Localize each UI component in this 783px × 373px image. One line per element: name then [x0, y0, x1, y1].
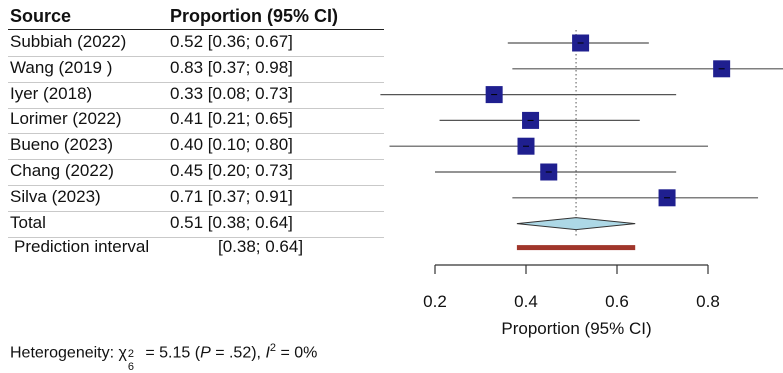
- study-source-label: Bueno (2023): [10, 135, 114, 155]
- row-divider: [8, 236, 384, 238]
- row-divider: [8, 133, 384, 135]
- row-divider: [8, 107, 384, 109]
- study-source-label: Iyer (2018): [10, 83, 93, 103]
- study-source-label: Subbiah (2022): [10, 32, 127, 51]
- prediction-interval-label: Prediction interval: [14, 236, 150, 256]
- study-ci-label: 0.83 [0.37; 0.98]: [170, 57, 293, 77]
- prediction-interval-ci-label: [0.38; 0.64]: [218, 236, 304, 256]
- row-divider: [8, 56, 384, 57]
- study-source-label: Wang (2019 ): [10, 57, 113, 77]
- study-source-label: Silva (2023): [10, 186, 101, 206]
- x-tick-label: 0.2: [423, 292, 447, 311]
- total-ci-label: 0.51 [0.38; 0.64]: [170, 212, 293, 232]
- study-ci-label: 0.33 [0.08; 0.73]: [170, 83, 293, 103]
- header-divider: [8, 29, 384, 30]
- prediction-interval-bar: [516, 245, 636, 251]
- total-label: Total: [10, 212, 46, 232]
- source-column-header: Source: [10, 6, 72, 26]
- x-tick-label: 0.8: [696, 292, 720, 311]
- study-source-label: Lorimer (2022): [10, 109, 122, 129]
- x-tick-label: 0.6: [605, 292, 629, 311]
- study-ci-label: 0.40 [0.10; 0.80]: [170, 135, 293, 155]
- row-divider: [8, 210, 384, 212]
- x-axis-label: Proportion (95% CI): [501, 319, 651, 338]
- proportion-column-header: Proportion (95% CI): [170, 6, 339, 26]
- x-tick-label: 0.4: [514, 292, 538, 311]
- study-ci-label: 0.45 [0.20; 0.73]: [170, 161, 293, 180]
- row-divider: [8, 81, 384, 83]
- row-divider: [8, 159, 384, 161]
- study-ci-label: 0.71 [0.37; 0.91]: [170, 186, 293, 206]
- study-ci-label: 0.41 [0.21; 0.65]: [170, 109, 293, 129]
- summary-diamond: [516, 217, 636, 231]
- study-source-label: Chang (2022): [10, 161, 114, 180]
- row-divider: [8, 185, 384, 186]
- study-ci-label: 0.52 [0.36; 0.67]: [170, 32, 293, 51]
